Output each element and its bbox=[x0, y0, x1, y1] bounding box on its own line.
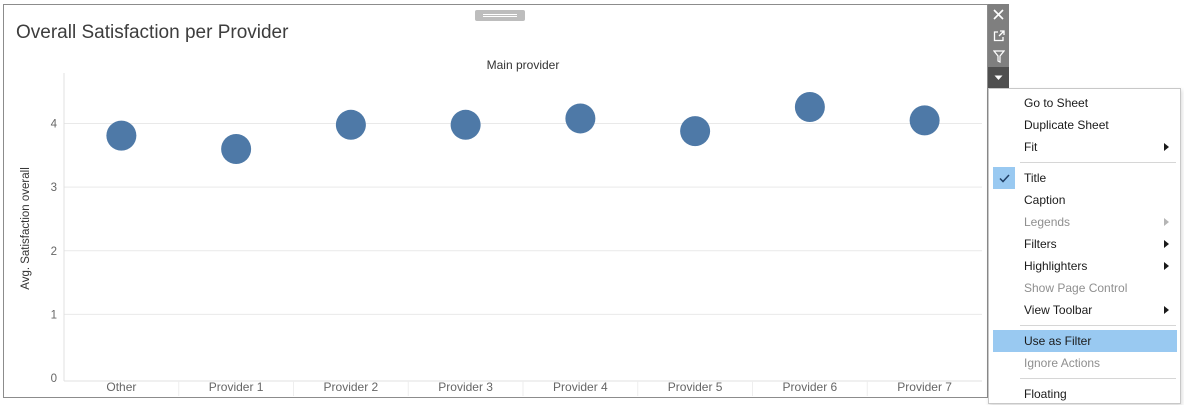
filter-icon bbox=[992, 50, 1005, 63]
menu-item-view-toolbar[interactable]: View Toolbar bbox=[993, 299, 1177, 321]
menu-divider bbox=[1020, 162, 1176, 163]
x-tick-label: Provider 3 bbox=[438, 380, 493, 394]
submenu-arrow-icon bbox=[1164, 262, 1169, 270]
drag-handle[interactable] bbox=[475, 10, 525, 21]
submenu-arrow-icon bbox=[1164, 306, 1169, 314]
worksheet-context-menu: Go to Sheet Duplicate Sheet Fit Title Ca… bbox=[988, 88, 1181, 404]
menu-item-label: Floating bbox=[1024, 387, 1067, 401]
checkmark-icon bbox=[993, 167, 1015, 189]
menu-item-fit[interactable]: Fit bbox=[993, 136, 1177, 158]
menu-divider bbox=[1020, 378, 1176, 379]
data-point bbox=[794, 91, 825, 122]
x-tick-label: Provider 4 bbox=[553, 380, 608, 394]
x-tick-label: Provider 6 bbox=[783, 380, 838, 394]
menu-item-filters[interactable]: Filters bbox=[993, 233, 1177, 255]
x-tick-label: Provider 1 bbox=[209, 380, 264, 394]
y-tick-label: 3 bbox=[51, 182, 57, 194]
more-options-button[interactable] bbox=[988, 67, 1009, 88]
menu-item-label: Filters bbox=[1024, 237, 1057, 251]
menu-item-ignore-actions: Ignore Actions bbox=[993, 352, 1177, 374]
y-tick-label: 2 bbox=[51, 246, 57, 258]
menu-item-label: Go to Sheet bbox=[1024, 96, 1089, 110]
satisfaction-chart: Main provider Avg. Satisfaction overall 0 1… bbox=[20, 58, 982, 396]
menu-item-label: View Toolbar bbox=[1024, 303, 1093, 317]
menu-item-caption[interactable]: Caption bbox=[993, 189, 1177, 211]
data-point bbox=[221, 133, 252, 164]
menu-item-label: Legends bbox=[1024, 215, 1071, 229]
data-point bbox=[335, 109, 366, 140]
data-point bbox=[106, 120, 137, 151]
worksheet-toolbar bbox=[988, 4, 1009, 88]
y-tick-label: 0 bbox=[51, 373, 57, 385]
menu-item-label: Duplicate Sheet bbox=[1024, 118, 1109, 132]
menu-item-label: Title bbox=[1024, 171, 1047, 185]
submenu-arrow-icon bbox=[1164, 218, 1169, 226]
data-point bbox=[680, 116, 711, 147]
submenu-arrow-icon bbox=[1164, 240, 1169, 248]
y-tick-label: 4 bbox=[51, 119, 58, 131]
menu-item-label: Caption bbox=[1024, 193, 1066, 207]
menu-item-label: Fit bbox=[1024, 140, 1038, 154]
filter-button[interactable] bbox=[988, 46, 1009, 67]
menu-item-floating[interactable]: Floating bbox=[993, 383, 1177, 405]
y-tick-label: 1 bbox=[51, 309, 57, 321]
dropdown-icon bbox=[994, 75, 1003, 80]
y-axis-label: Avg. Satisfaction overall bbox=[20, 167, 32, 290]
menu-divider bbox=[1020, 325, 1176, 326]
data-point bbox=[565, 103, 596, 134]
sheet-title: Overall Satisfaction per Provider bbox=[16, 22, 289, 43]
column-header: Main provider bbox=[487, 58, 560, 72]
menu-item-title[interactable]: Title bbox=[993, 167, 1177, 189]
x-tick-label: Other bbox=[106, 380, 136, 394]
x-tick-label: Provider 7 bbox=[897, 380, 952, 394]
data-point bbox=[450, 109, 481, 140]
menu-item-label: Use as Filter bbox=[1024, 334, 1092, 348]
menu-item-highlighters[interactable]: Highlighters bbox=[993, 255, 1177, 277]
popout-button[interactable] bbox=[988, 25, 1009, 46]
worksheet-panel[interactable]: Overall Satisfaction per Provider Main p… bbox=[3, 4, 988, 398]
close-button[interactable] bbox=[988, 4, 1009, 25]
menu-item-label: Ignore Actions bbox=[1024, 356, 1101, 370]
popout-icon bbox=[993, 29, 1005, 41]
x-tick-label: Provider 2 bbox=[324, 380, 379, 394]
menu-item-use-as-filter[interactable]: Use as Filter bbox=[993, 330, 1177, 352]
submenu-arrow-icon bbox=[1164, 143, 1169, 151]
menu-item-legends: Legends bbox=[993, 211, 1177, 233]
x-tick-label: Provider 5 bbox=[668, 380, 723, 394]
menu-item-go-to-sheet[interactable]: Go to Sheet bbox=[993, 92, 1177, 114]
close-icon bbox=[993, 9, 1004, 20]
menu-item-label: Highlighters bbox=[1024, 259, 1088, 273]
menu-item-duplicate-sheet[interactable]: Duplicate Sheet bbox=[993, 114, 1177, 136]
menu-item-show-page-control: Show Page Control bbox=[993, 277, 1177, 299]
menu-item-label: Show Page Control bbox=[1024, 281, 1128, 295]
data-point bbox=[909, 105, 940, 136]
